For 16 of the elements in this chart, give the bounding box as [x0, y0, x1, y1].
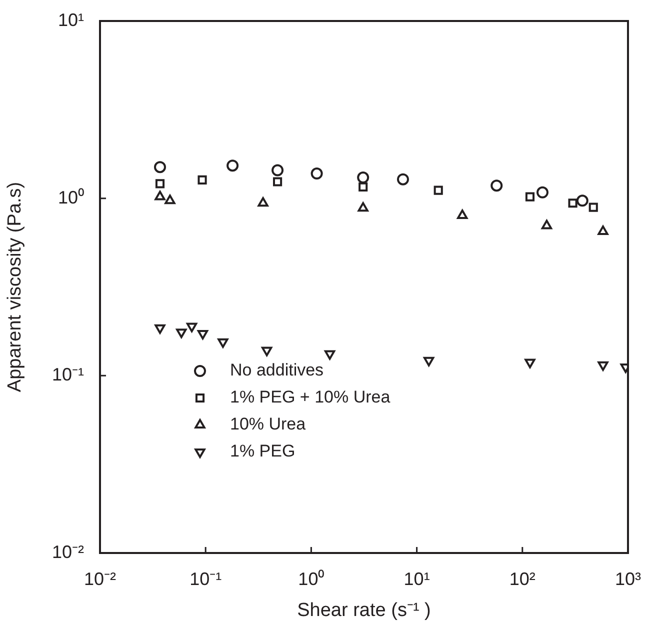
y-tick-label: 10⁻²: [52, 542, 84, 562]
x-tick-label: 10⁰: [298, 568, 324, 589]
x-tick-label: 10²: [509, 568, 536, 589]
y-tick-label: 10⁻¹: [52, 364, 84, 385]
x-tick-label: 10⁻¹: [190, 568, 222, 589]
legend-label: 1% PEG + 10% Urea: [230, 388, 391, 407]
x-axis-title: Shear rate (s⁻¹ ): [297, 600, 431, 621]
legend-label: 1% PEG: [230, 442, 296, 461]
y-tick-label: 10¹: [58, 10, 84, 30]
legend-label: 10% Urea: [230, 414, 306, 434]
x-tick-label: 10⁻²: [84, 568, 116, 589]
x-tick-label: 10³: [614, 568, 642, 589]
y-axis-title: Apparent viscosity (Pa.s): [4, 182, 26, 392]
legend-label: No additives: [230, 360, 324, 380]
y-tick-label: 10⁰: [58, 187, 84, 208]
x-tick-label: 10¹: [404, 568, 430, 589]
